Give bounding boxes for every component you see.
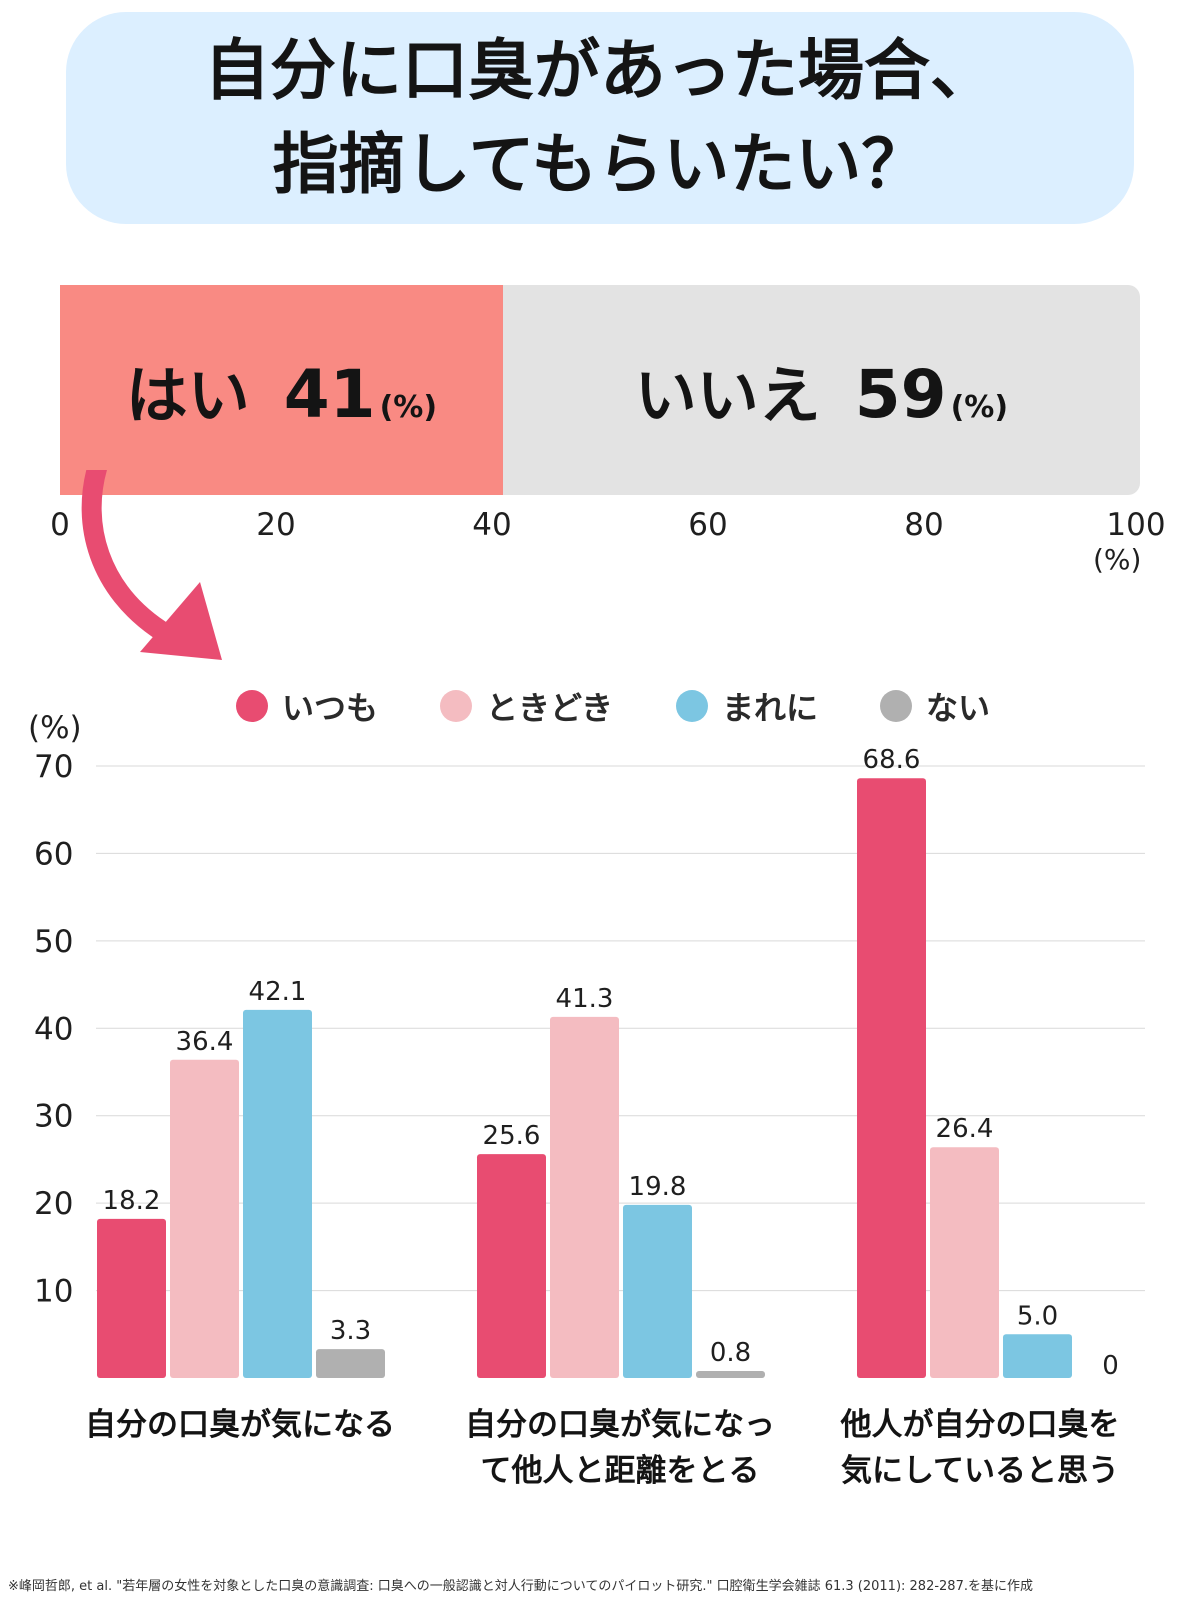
summary-axis-tick: 100 (1106, 507, 1166, 543)
data-label: 5.0 (1017, 1301, 1058, 1331)
summary-yes-segment: はい 41 (%) (60, 285, 503, 495)
data-label: 18.2 (103, 1186, 161, 1216)
arrow-icon (81, 470, 222, 660)
category-label-line: 自分の口臭が気になる (85, 1407, 395, 1443)
category-label: 自分の口臭が気になっ て他人と距離をとる (460, 1402, 780, 1494)
legend-label: ときどき (486, 689, 614, 727)
summary-no-text: いいえ (634, 359, 821, 432)
legend-label: いつも (282, 689, 379, 727)
category-label: 他人が自分の口臭を 気にしていると思う (820, 1402, 1140, 1494)
bar-まれに (1003, 1334, 1072, 1378)
summary-axis-tick: 60 (688, 507, 728, 543)
bar-ときどき (930, 1147, 999, 1378)
summary-axis-tick: 40 (472, 507, 512, 543)
footnote: ※峰岡哲郎, et al. "若年層の女性を対象とした口臭の意識調査: 口臭への… (8, 1579, 1033, 1594)
data-label: 0 (1102, 1351, 1119, 1381)
summary-yes-label: はい 41 (%) (126, 345, 437, 435)
legend-item: ときどき (440, 683, 613, 729)
data-label: 3.3 (330, 1316, 371, 1346)
summary-axis-tick: 0 (50, 507, 70, 543)
legend-swatch (440, 690, 472, 722)
legend-item: いつも (236, 683, 378, 729)
legend-swatch (236, 690, 268, 722)
summary-no-segment: いいえ 59 (%) (502, 285, 1140, 495)
category-label: 自分の口臭が気になる (80, 1402, 400, 1448)
data-label: 25.6 (483, 1121, 541, 1151)
data-label: 68.6 (863, 745, 921, 775)
y-tick-label: 10 (34, 1274, 73, 1310)
summary-bar: はい 41 (%) いいえ 59 (%) (60, 285, 1140, 495)
legend-swatch (880, 690, 912, 722)
bar-chart: (%) 10 20 30 40 50 60 70 18.2 25.6 68.6 36.4 41.3 26.… (28, 710, 1145, 1381)
summary-axis-tick: 20 (256, 507, 296, 543)
summary-no-label: いいえ 59 (%) (635, 345, 1008, 435)
data-label: 42.1 (249, 977, 307, 1007)
category-label-line: 他人が自分の口臭を (840, 1407, 1120, 1443)
legend-label: まれに (722, 689, 819, 727)
summary-yes-unit: (%) (379, 390, 438, 425)
y-tick-label: 50 (34, 924, 73, 960)
data-label: 26.4 (936, 1114, 994, 1144)
category-label-line: 自分の口臭が気になっ (465, 1407, 775, 1443)
bar-まれに (623, 1204, 692, 1378)
bar-ときどき (550, 1016, 619, 1378)
category-label-line: て他人と距離をとる (480, 1453, 760, 1489)
y-tick-label: 60 (34, 836, 73, 872)
y-tick-label: 40 (34, 1011, 73, 1047)
bar-いつも (477, 1154, 546, 1378)
category-label-line: 気にしていると思う (840, 1453, 1120, 1489)
chart-legend: いつも ときどき まれに ない (0, 683, 1200, 727)
y-tick-label: 30 (34, 1099, 73, 1135)
title-line-1: 自分に口臭があった場合、 (204, 32, 996, 109)
bar-まれに (243, 1009, 312, 1378)
legend-item: ない (880, 683, 990, 729)
y-tick-label: 20 (34, 1186, 73, 1222)
legend-swatch (676, 690, 708, 722)
bar-いつも (857, 778, 926, 1378)
data-label: 19.8 (629, 1172, 687, 1202)
data-label: 41.3 (556, 984, 614, 1014)
title-banner: 自分に口臭があった場合、 指摘してもらいたい？ (66, 12, 1134, 224)
legend-label: ない (926, 689, 991, 727)
summary-axis-unit: (%) (1093, 543, 1142, 576)
summary-axis-tick: 80 (904, 507, 944, 543)
y-tick-label: 70 (34, 749, 73, 785)
bar-ない (316, 1349, 385, 1378)
summary-no-value: 59 (854, 356, 947, 433)
data-label: 0.8 (710, 1338, 751, 1368)
bar-いつも (97, 1218, 166, 1378)
title-line-2: 指摘してもらいたい？ (272, 126, 928, 203)
bar-ときどき (170, 1059, 239, 1378)
data-label: 36.4 (176, 1027, 234, 1057)
y-axis-unit: (%) (28, 710, 82, 746)
summary-yes-value: 41 (283, 356, 376, 433)
summary-no-unit: (%) (950, 390, 1009, 425)
bar-ない (696, 1371, 765, 1378)
summary-yes-text: はい (125, 359, 250, 432)
legend-item: まれに (676, 683, 818, 729)
